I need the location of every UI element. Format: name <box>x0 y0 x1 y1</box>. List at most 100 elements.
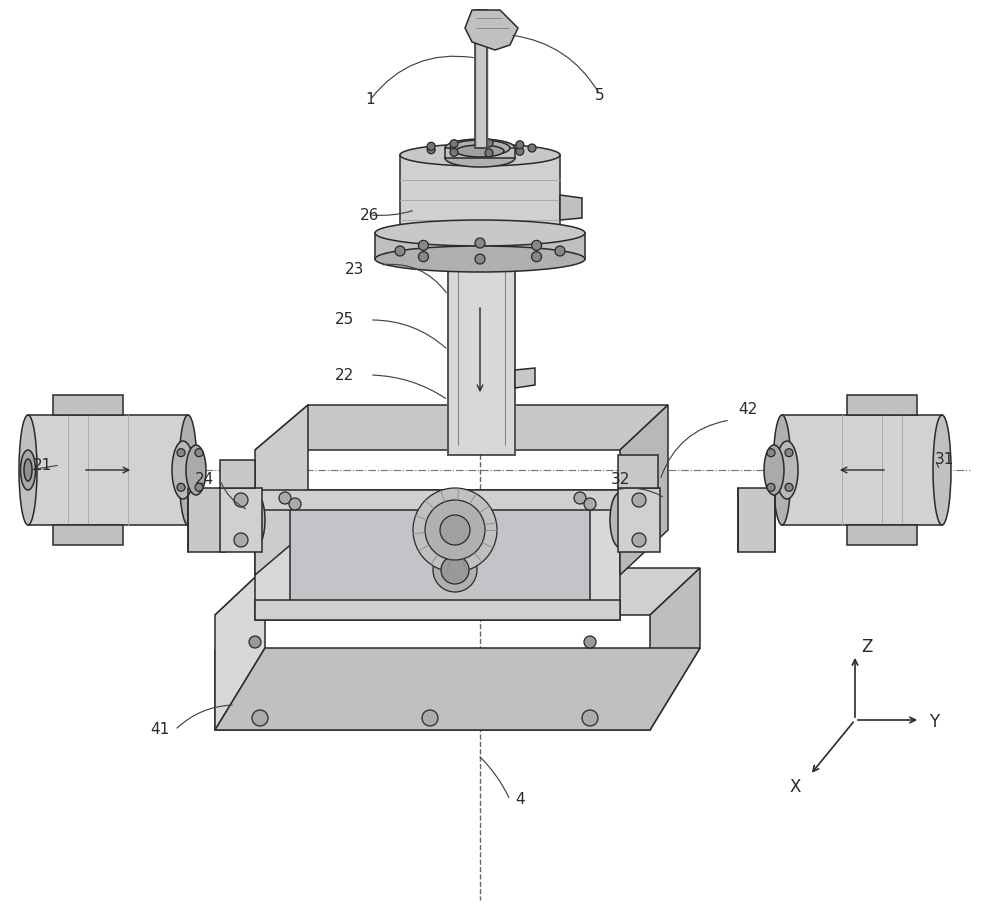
Circle shape <box>450 139 458 147</box>
Circle shape <box>785 449 793 457</box>
Circle shape <box>195 483 203 491</box>
Text: Y: Y <box>929 713 939 731</box>
Polygon shape <box>847 525 917 545</box>
Circle shape <box>475 254 485 264</box>
Polygon shape <box>475 10 487 148</box>
Ellipse shape <box>445 139 515 157</box>
Polygon shape <box>215 650 650 730</box>
Circle shape <box>249 636 261 648</box>
Text: 31: 31 <box>935 452 955 468</box>
Text: 5: 5 <box>595 87 605 103</box>
Ellipse shape <box>400 237 560 259</box>
Circle shape <box>555 246 565 256</box>
Circle shape <box>427 142 435 150</box>
Circle shape <box>767 483 775 491</box>
Circle shape <box>574 492 586 504</box>
Circle shape <box>584 636 596 648</box>
Text: 42: 42 <box>738 402 758 418</box>
Text: 23: 23 <box>345 262 365 278</box>
Ellipse shape <box>776 441 798 499</box>
Circle shape <box>177 483 185 491</box>
Text: 22: 22 <box>335 368 355 382</box>
Ellipse shape <box>400 144 560 166</box>
Circle shape <box>289 498 301 510</box>
Polygon shape <box>465 10 518 50</box>
Polygon shape <box>290 500 590 615</box>
Polygon shape <box>560 195 582 220</box>
Circle shape <box>485 149 493 157</box>
Circle shape <box>279 492 291 504</box>
Polygon shape <box>375 233 585 259</box>
Circle shape <box>532 252 542 262</box>
Circle shape <box>632 533 646 547</box>
Circle shape <box>433 548 477 592</box>
Text: 1: 1 <box>365 93 375 107</box>
Circle shape <box>767 449 775 457</box>
Polygon shape <box>220 488 262 552</box>
Polygon shape <box>255 490 620 510</box>
Circle shape <box>450 148 458 157</box>
Text: 4: 4 <box>515 793 525 807</box>
Polygon shape <box>738 488 775 552</box>
Circle shape <box>632 493 646 507</box>
Circle shape <box>582 710 598 726</box>
Text: 32: 32 <box>610 472 630 488</box>
Circle shape <box>195 449 203 457</box>
Circle shape <box>418 252 428 262</box>
Circle shape <box>425 500 485 560</box>
Circle shape <box>427 146 435 154</box>
Polygon shape <box>445 148 515 158</box>
Polygon shape <box>618 455 658 488</box>
Polygon shape <box>782 415 942 525</box>
Circle shape <box>528 144 536 152</box>
Ellipse shape <box>172 441 194 499</box>
Polygon shape <box>28 415 188 525</box>
Polygon shape <box>618 488 660 552</box>
Ellipse shape <box>445 149 515 167</box>
Ellipse shape <box>245 492 265 548</box>
Circle shape <box>584 498 596 510</box>
Circle shape <box>441 556 469 584</box>
Text: X: X <box>789 778 801 796</box>
Text: 24: 24 <box>195 472 215 488</box>
Ellipse shape <box>24 459 32 481</box>
Polygon shape <box>255 405 308 575</box>
Polygon shape <box>220 460 255 488</box>
Ellipse shape <box>375 246 585 272</box>
Circle shape <box>418 240 428 250</box>
Ellipse shape <box>764 445 784 495</box>
Ellipse shape <box>179 415 197 525</box>
Circle shape <box>234 533 248 547</box>
Circle shape <box>234 493 248 507</box>
Polygon shape <box>255 490 620 620</box>
Polygon shape <box>650 568 700 730</box>
Text: 21: 21 <box>32 458 52 472</box>
Ellipse shape <box>610 492 630 548</box>
Polygon shape <box>847 395 917 415</box>
Circle shape <box>413 488 497 572</box>
Circle shape <box>516 141 524 149</box>
Polygon shape <box>53 525 123 545</box>
Polygon shape <box>215 568 700 615</box>
Polygon shape <box>620 405 668 575</box>
Polygon shape <box>215 568 265 730</box>
Text: 41: 41 <box>150 723 170 737</box>
Polygon shape <box>515 368 535 388</box>
Text: 25: 25 <box>335 312 355 328</box>
Circle shape <box>177 449 185 457</box>
Circle shape <box>485 139 493 147</box>
Polygon shape <box>215 648 700 730</box>
Polygon shape <box>255 405 668 450</box>
Circle shape <box>395 246 405 256</box>
Ellipse shape <box>20 450 36 490</box>
Circle shape <box>516 147 524 156</box>
Text: 26: 26 <box>360 207 380 223</box>
Ellipse shape <box>450 140 510 156</box>
Circle shape <box>440 515 470 545</box>
Polygon shape <box>400 155 560 248</box>
Circle shape <box>422 710 438 726</box>
Circle shape <box>532 240 542 250</box>
Text: Z: Z <box>861 638 873 656</box>
Polygon shape <box>53 395 123 415</box>
Polygon shape <box>188 488 225 552</box>
